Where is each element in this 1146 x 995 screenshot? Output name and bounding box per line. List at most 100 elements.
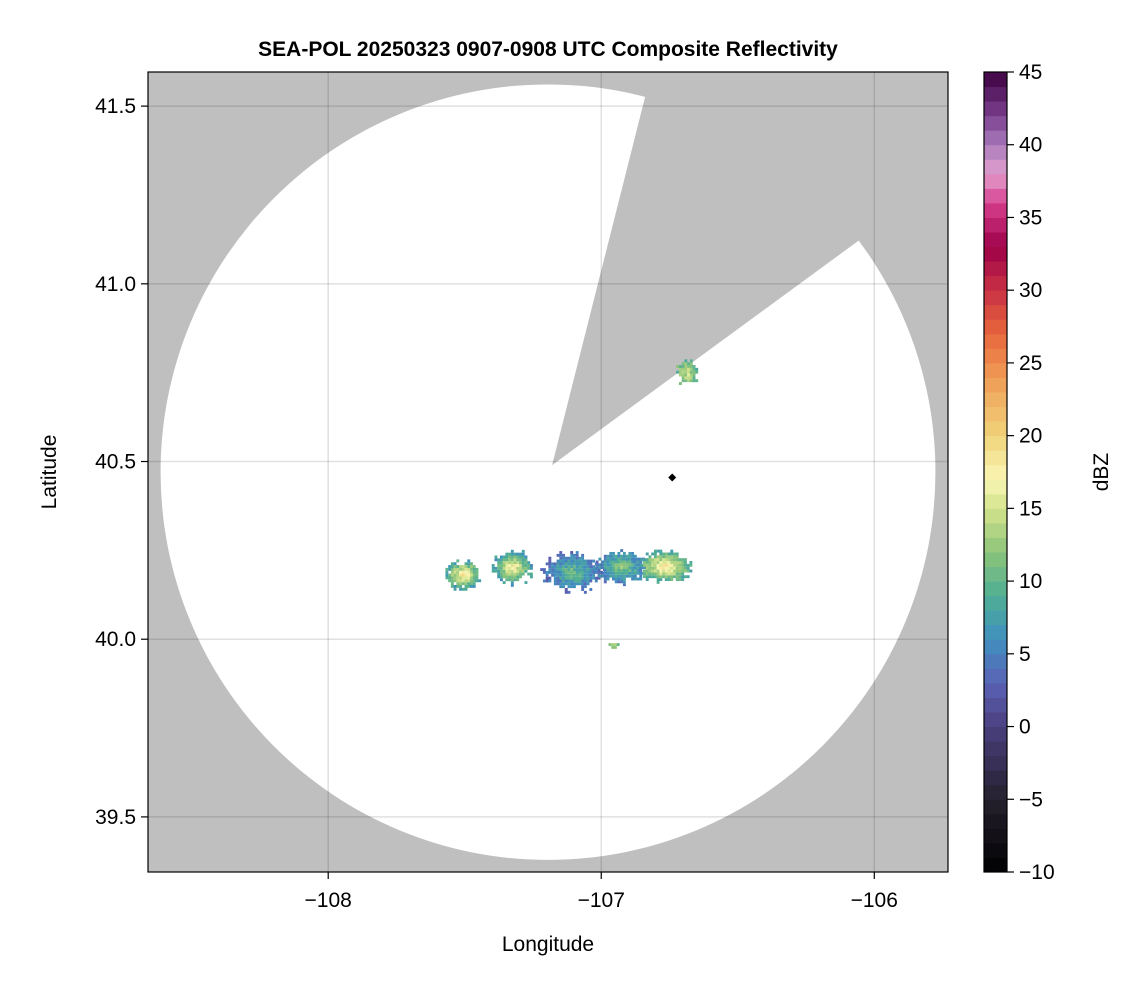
echo-pixel: [633, 557, 637, 561]
echo-pixel: [656, 561, 660, 564]
echo-pixel: [689, 370, 693, 374]
echo-pixel: [664, 572, 668, 576]
echo-pixel: [527, 564, 531, 567]
echo-pixel: [562, 568, 565, 572]
echo-pixel: [659, 552, 663, 556]
echo-pixel: [645, 572, 649, 576]
echo-pixel: [659, 558, 663, 562]
echo-pixel: [683, 566, 687, 570]
echo-pixel: [464, 570, 468, 574]
echo-pixel: [448, 576, 452, 580]
echo-pixel: [461, 582, 465, 586]
echo-pixel: [527, 561, 531, 565]
echo-pixel: [631, 566, 635, 570]
echo-pixel: [556, 576, 560, 580]
x-axis-label: Longitude: [502, 933, 594, 956]
echo-pixel: [586, 565, 590, 569]
echo-pixel: [675, 555, 679, 559]
echo-pixel: [545, 570, 549, 574]
echo-pixel: [636, 569, 640, 572]
echo-pixel: [622, 580, 626, 584]
echo-pixel: [636, 571, 640, 575]
echo-pixel: [648, 569, 652, 573]
blocked-sector: [552, 72, 948, 466]
echo-pixel: [664, 552, 668, 556]
echo-pixel: [450, 579, 454, 583]
echo-pixel: [572, 562, 576, 566]
echo-pixel: [529, 564, 533, 567]
echo-pixel: [559, 576, 563, 580]
gridlines: [148, 72, 948, 872]
echo-pixel: [542, 579, 546, 583]
echo-pixel: [670, 561, 674, 564]
echo-pixel: [612, 551, 615, 555]
echo-pixel: [687, 365, 691, 368]
echo-pixel: [470, 584, 473, 588]
echo-pixel: [570, 579, 574, 583]
colorbar-swatch: [984, 624, 1007, 640]
echo-pixel: [684, 367, 688, 371]
echo-pixel: [598, 557, 602, 561]
echo-pixel: [656, 558, 660, 562]
echo-pixel: [656, 580, 660, 584]
echo-pixel: [448, 565, 452, 568]
echo-pixel: [448, 567, 452, 571]
echo-pixel: [683, 575, 687, 579]
echo-pixel: [648, 555, 652, 559]
echo-pixel: [684, 359, 688, 363]
echo-pixel: [589, 568, 593, 572]
echo-pixel: [609, 551, 613, 555]
echo-pixel: [556, 559, 560, 563]
echo-pixel: [556, 568, 560, 572]
echo-pixel: [450, 567, 454, 571]
echo-pixel: [521, 569, 525, 573]
echo-pixel: [639, 560, 643, 564]
echo-pixel: [575, 551, 579, 554]
echo-pixel: [553, 570, 557, 574]
echo-pixel: [633, 571, 637, 575]
echo-pixel: [670, 578, 674, 581]
echo-pixel: [453, 576, 457, 580]
echo-layer: [445, 359, 699, 649]
echo-pixel: [614, 566, 618, 570]
echo-pixel: [464, 584, 468, 588]
echo-pixel: [472, 567, 476, 571]
y-tick-label: 40.5: [95, 451, 136, 474]
colorbar-swatch: [984, 232, 1007, 248]
echo-pixel: [606, 574, 610, 578]
colorbar: −10 −5 0 5 10 15 20 25 30 35 40 45: [983, 61, 1055, 884]
echo-pixel: [681, 373, 685, 377]
echo-pixel: [684, 365, 688, 368]
colorbar-swatch: [984, 668, 1007, 684]
echo-pixel: [572, 585, 576, 589]
echo-pixel: [625, 569, 629, 572]
echo-pixel: [521, 566, 525, 570]
colorbar-swatch: [984, 464, 1007, 480]
echo-pixel: [689, 373, 693, 377]
echo-pixel: [467, 565, 471, 568]
echo-pixel: [678, 566, 682, 570]
echo-pixel: [570, 568, 574, 572]
echo-pixel: [681, 362, 685, 366]
echo-pixel: [617, 560, 621, 564]
colorbar-swatch: [984, 755, 1007, 771]
echo-pixel: [516, 578, 520, 582]
echo-pixel: [513, 555, 517, 559]
echo-pixel: [570, 582, 574, 586]
echo-pixel: [620, 566, 624, 570]
echo-pixel: [562, 576, 565, 580]
echo-pixel: [499, 555, 503, 559]
echo-pixel: [548, 562, 552, 566]
echo-pixel: [575, 559, 579, 563]
echo-pixel: [456, 567, 460, 571]
echo-pixel: [664, 575, 668, 579]
echo-pixel: [675, 569, 679, 573]
echo-pixel: [639, 571, 643, 575]
echo-pixel: [692, 376, 696, 380]
echo-pixel: [625, 566, 629, 570]
colorbar-tick-label: 25: [1019, 352, 1042, 375]
echo-pixel: [598, 574, 602, 578]
echo-pixel: [639, 574, 643, 578]
echo-pixel: [562, 553, 565, 557]
echo-pixel: [581, 553, 585, 557]
